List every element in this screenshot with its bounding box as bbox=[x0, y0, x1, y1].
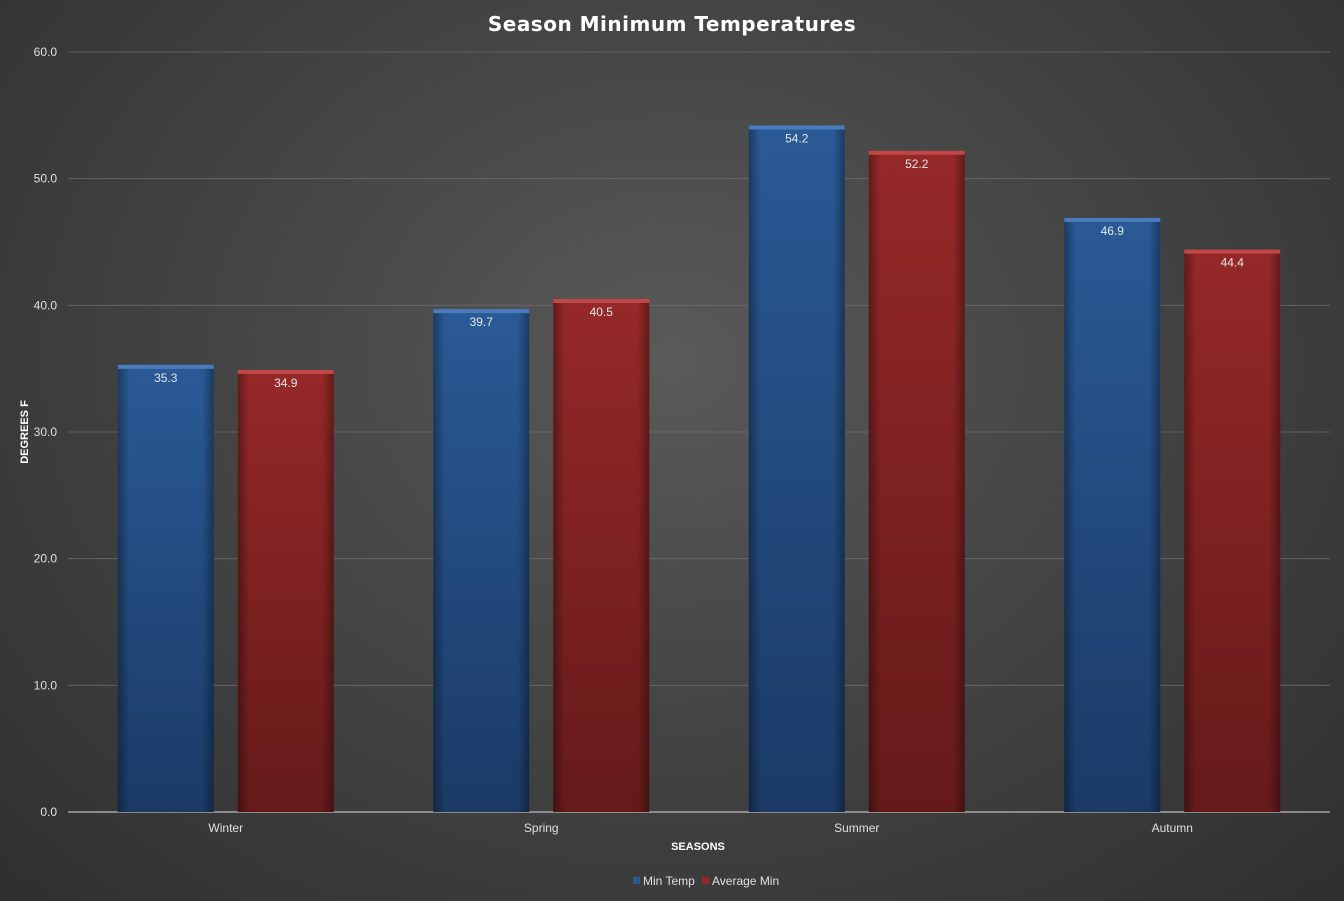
bar-top-bevel bbox=[117, 364, 214, 369]
y-tick-label: 60.0 bbox=[34, 45, 58, 59]
data-label-min-temp-spring: 39.7 bbox=[470, 315, 494, 329]
bar-shade bbox=[748, 125, 845, 812]
bar-top-bevel bbox=[553, 299, 650, 303]
data-label-average-min-winter: 34.9 bbox=[274, 376, 298, 390]
bar-shade bbox=[237, 369, 334, 812]
data-label-min-temp-autumn: 46.9 bbox=[1101, 224, 1125, 238]
y-tick-label: 30.0 bbox=[34, 425, 58, 439]
legend-swatch-average-min bbox=[702, 877, 709, 884]
bars bbox=[117, 125, 1281, 813]
bar-top-bevel bbox=[868, 150, 965, 155]
bar-shade bbox=[553, 299, 650, 812]
y-tick-label: 0.0 bbox=[40, 805, 57, 819]
y-axis-title: DEGREES F bbox=[19, 400, 31, 464]
bar-shade bbox=[117, 364, 214, 812]
y-tick-label: 50.0 bbox=[34, 172, 58, 186]
bar-top-bevel bbox=[748, 125, 845, 130]
data-label-average-min-summer: 52.2 bbox=[905, 157, 929, 171]
y-tick-label: 40.0 bbox=[34, 298, 58, 312]
bar-top-bevel bbox=[1064, 217, 1161, 222]
chart-title: Season Minimum Temperatures bbox=[488, 12, 856, 36]
x-tick-label: Summer bbox=[834, 821, 879, 835]
bar-shade bbox=[433, 309, 530, 812]
data-label-min-temp-winter: 35.3 bbox=[154, 371, 178, 385]
data-label-min-temp-summer: 54.2 bbox=[785, 131, 809, 145]
bar-shade bbox=[1184, 249, 1281, 813]
bar-shade bbox=[868, 150, 965, 813]
y-axis-ticks: 0.0 10.0 20.0 30.0 40.0 50.0 60.0 bbox=[34, 45, 58, 819]
bar-shade bbox=[1064, 217, 1161, 812]
legend: Min Temp Average Min bbox=[633, 874, 779, 888]
data-label-average-min-spring: 40.5 bbox=[590, 305, 614, 319]
bar-top-bevel bbox=[1184, 249, 1281, 254]
y-tick-label: 20.0 bbox=[34, 552, 58, 566]
data-labels: 35.3 34.9 39.7 40.5 54.2 52.2 46.9 44.4 bbox=[154, 131, 1244, 389]
bar-top-bevel bbox=[237, 369, 334, 374]
legend-label-average-min: Average Min bbox=[712, 874, 779, 888]
bar-top-bevel bbox=[433, 309, 530, 314]
legend-swatch-min-temp bbox=[633, 877, 640, 884]
x-axis-title: SEASONS bbox=[671, 841, 725, 853]
data-label-average-min-autumn: 44.4 bbox=[1221, 256, 1245, 270]
legend-label-min-temp: Min Temp bbox=[643, 874, 695, 888]
x-axis-ticks: Winter Spring Summer Autumn bbox=[208, 821, 1193, 835]
x-tick-label: Winter bbox=[208, 821, 243, 835]
x-tick-label: Autumn bbox=[1152, 821, 1193, 835]
y-tick-label: 10.0 bbox=[34, 678, 58, 692]
x-tick-label: Spring bbox=[524, 821, 559, 835]
